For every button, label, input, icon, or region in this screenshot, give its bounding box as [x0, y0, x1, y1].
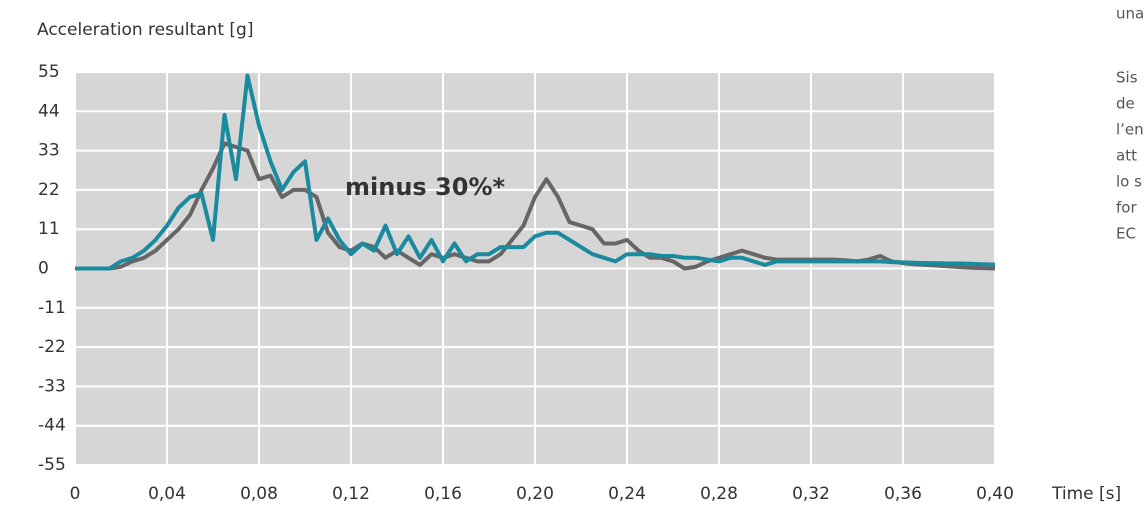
- y-tick-label: 33: [38, 141, 60, 161]
- side-text: for: [1116, 199, 1137, 217]
- x-tick-label: 0,08: [240, 484, 278, 504]
- y-tick-label: -55: [38, 455, 66, 475]
- y-axis-title: Acceleration resultant [g]: [37, 20, 253, 40]
- data-line: [75, 73, 996, 271]
- side-text: att: [1116, 147, 1137, 165]
- x-tick-label: 0,12: [332, 484, 370, 504]
- y-tick-label: -44: [38, 416, 66, 436]
- x-tick-label: 0,36: [884, 484, 922, 504]
- y-tick-label: 0: [38, 259, 49, 279]
- annotation: minus 30%*: [345, 173, 505, 201]
- side-text: lo s: [1116, 173, 1142, 191]
- y-tick-label: -11: [38, 298, 66, 318]
- side-text: una: [1116, 5, 1144, 23]
- x-tick-label: 0: [70, 484, 81, 504]
- x-axis-title: Time [s]: [1051, 484, 1121, 504]
- x-tick-label: 0,20: [516, 484, 554, 504]
- y-tick-label: 11: [38, 219, 60, 239]
- side-text: EC: [1116, 225, 1136, 243]
- side-text: l’en: [1116, 121, 1144, 139]
- y-tick-label: 55: [38, 62, 60, 82]
- x-tick-label: 0,24: [608, 484, 646, 504]
- side-text: de: [1116, 95, 1135, 113]
- y-tick-label: -33: [38, 376, 66, 396]
- x-tick-label: 0,32: [792, 484, 830, 504]
- side-text: Sis: [1116, 69, 1138, 87]
- y-tick-label: 44: [38, 101, 60, 121]
- y-tick-label: 22: [38, 180, 60, 200]
- x-tick-label: 0,16: [424, 484, 462, 504]
- x-tick-label: 0,04: [148, 484, 186, 504]
- y-tick-label: -22: [38, 337, 66, 357]
- x-tick-label: 0,28: [700, 484, 738, 504]
- x-tick-label: 0,40: [976, 484, 1014, 504]
